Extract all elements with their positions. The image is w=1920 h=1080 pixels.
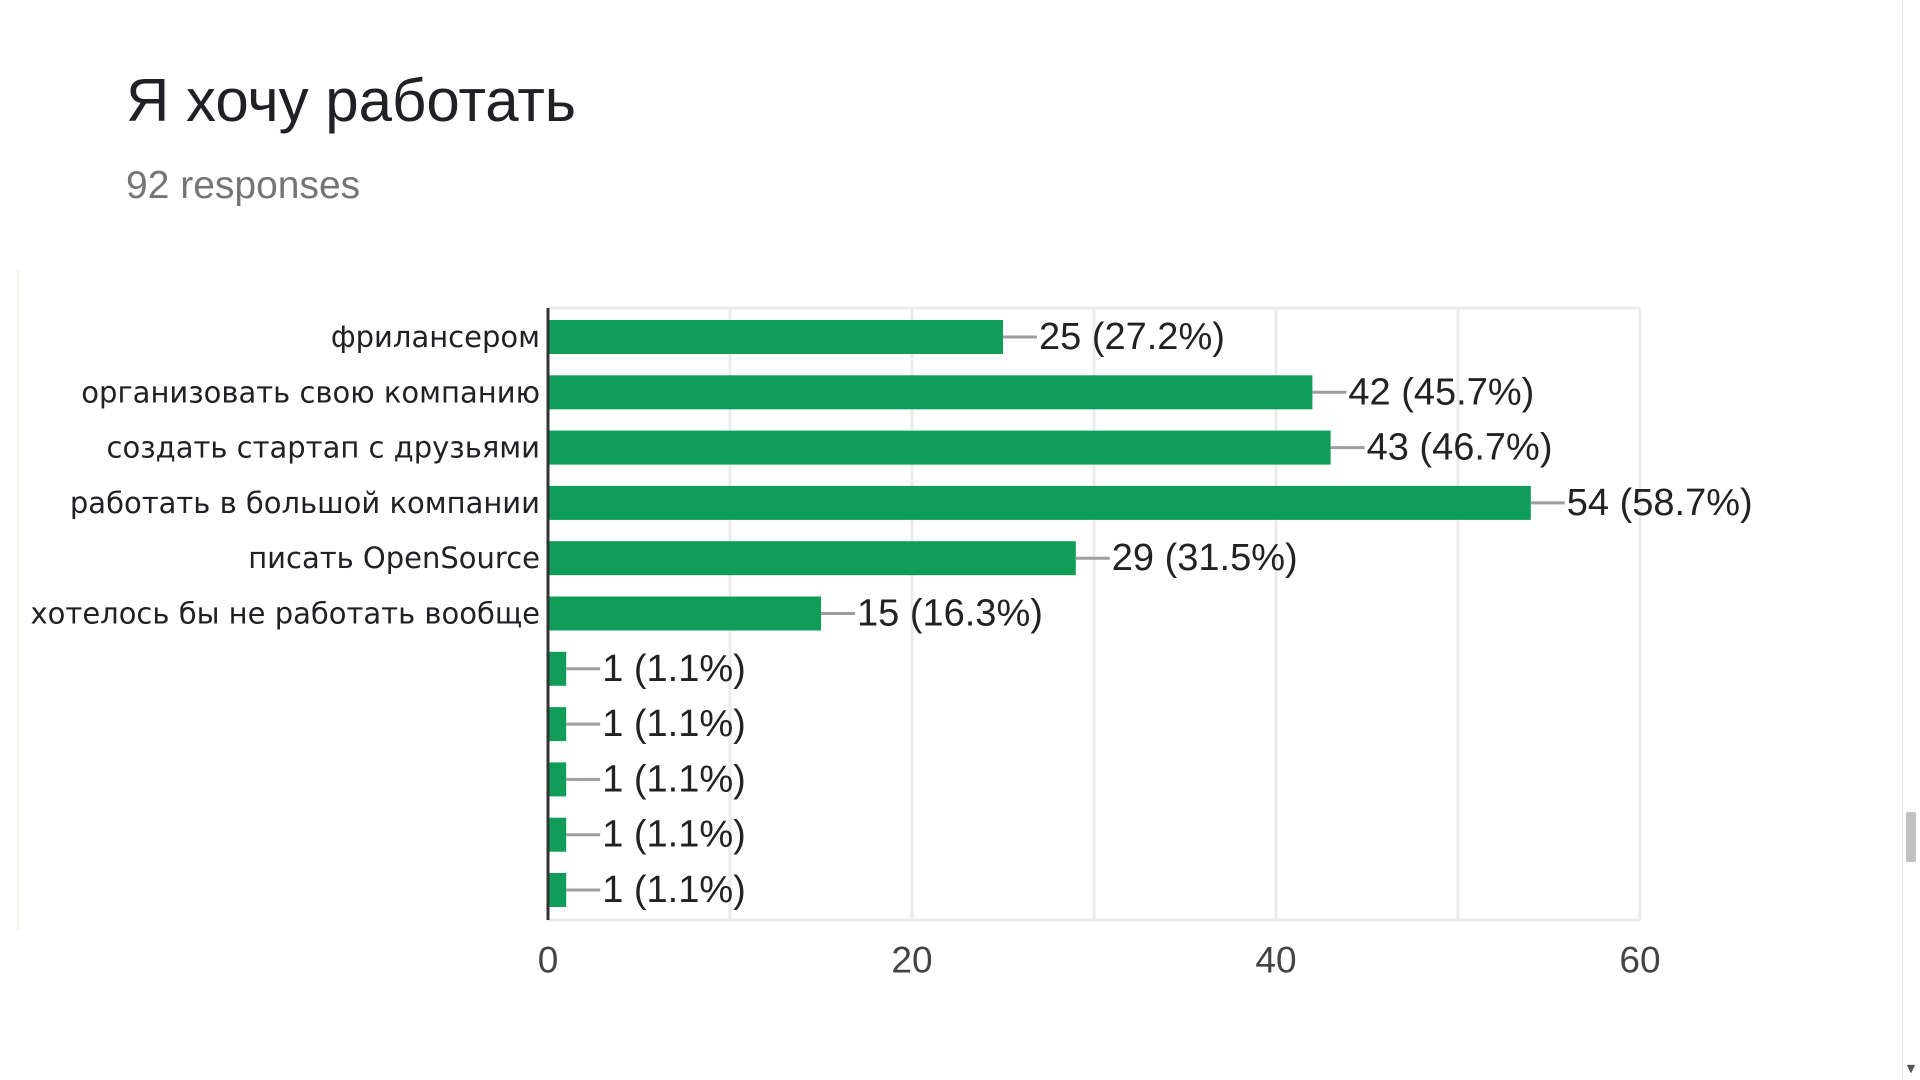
bar xyxy=(548,873,567,907)
category-label: фрилансером xyxy=(331,320,540,354)
category-label: работать в большой компании xyxy=(70,486,540,520)
scrollbar-thumb[interactable] xyxy=(1906,812,1916,862)
data-label: 1 (1.1%) xyxy=(602,648,746,690)
data-label: 1 (1.1%) xyxy=(602,814,746,856)
x-tick-label: 20 xyxy=(891,940,932,981)
bar xyxy=(548,762,567,797)
category-label: хотелось бы не работать вообще xyxy=(31,597,540,631)
bar xyxy=(548,430,1331,465)
bar xyxy=(548,320,1003,354)
scrollbar[interactable] xyxy=(1902,0,1920,1080)
category-label: создать стартап с друзьями xyxy=(107,431,540,465)
category-label: писать OpenSource xyxy=(248,541,540,575)
data-label: 54 (58.7%) xyxy=(1567,482,1753,524)
category-label: организовать свою компанию xyxy=(81,375,540,409)
bar xyxy=(548,375,1313,410)
bar xyxy=(548,596,821,631)
data-label: 1 (1.1%) xyxy=(602,758,746,800)
data-label: 1 (1.1%) xyxy=(602,869,746,911)
x-tick-label: 40 xyxy=(1255,940,1296,981)
response-count: 92 responses xyxy=(126,164,361,207)
bar xyxy=(548,485,1531,520)
bar xyxy=(548,541,1076,576)
data-label: 43 (46.7%) xyxy=(1367,427,1553,469)
scroll-down-arrow-icon[interactable]: ▼ xyxy=(1906,1062,1916,1075)
x-tick-label: 60 xyxy=(1619,940,1660,981)
data-label: 1 (1.1%) xyxy=(602,703,746,745)
bar xyxy=(548,707,567,742)
chart-title: Я хочу работать xyxy=(126,67,577,134)
bar xyxy=(548,651,567,686)
x-tick-label: 0 xyxy=(538,940,559,981)
data-label: 42 (45.7%) xyxy=(1348,371,1534,413)
data-label: 29 (31.5%) xyxy=(1112,537,1298,579)
data-label: 25 (27.2%) xyxy=(1039,316,1225,358)
data-label: 15 (16.3%) xyxy=(857,593,1043,635)
bar xyxy=(548,817,567,852)
